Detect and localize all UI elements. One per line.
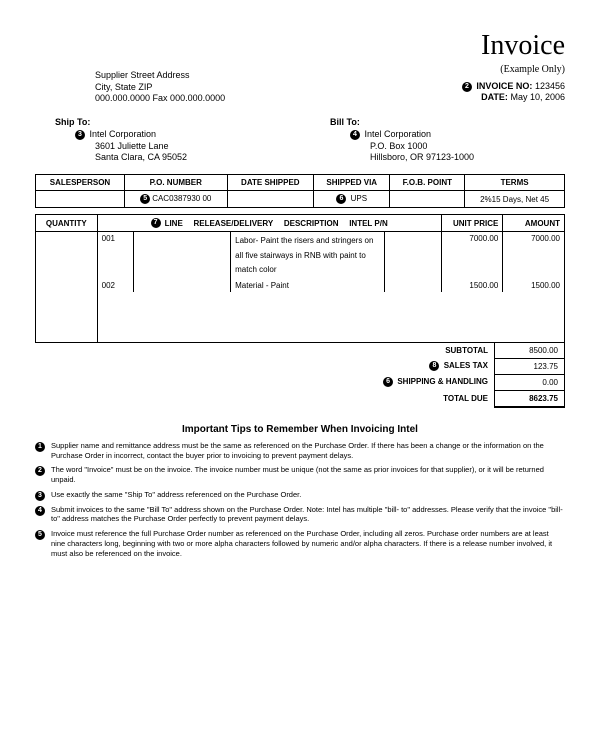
badge-2-icon: 2 (462, 82, 472, 92)
th-shippedvia: SHIPPED VIA (314, 175, 390, 191)
tip-item: 3Use exactly the same "Ship To" address … (51, 490, 565, 500)
invoice-meta: 2 INVOICE NO: 123456 DATE: May 10, 2006 (462, 81, 565, 102)
ship-label: 6 SHIPPING & HANDLING (315, 374, 495, 390)
addresses: Ship To: 3 Intel Corporation 3601 Juliet… (55, 117, 565, 164)
td-terms: 2%15 Days, Net 45 (465, 191, 565, 208)
badge-5b-icon: 5 (35, 530, 45, 540)
invoice-subtitle: (Example Only) (462, 64, 565, 75)
td-dateshipped (227, 191, 313, 208)
td-po: 5CAC0387930 00 (124, 191, 227, 208)
invoice-title: Invoice (462, 30, 565, 62)
td-salesperson (36, 191, 125, 208)
totals-table: SUBTOTAL8500.00 8 SALES TAX123.75 6 SHIP… (315, 343, 565, 408)
supplier-line3: 000.000.0000 Fax 000.000.0000 (95, 93, 225, 105)
tips-title: Important Tips to Remember When Invoicin… (35, 424, 565, 435)
item-row: 002 Material - Paint 1500.00 1500.00 (36, 279, 565, 292)
title-block: Invoice (Example Only) 2 INVOICE NO: 123… (462, 30, 565, 105)
supplier-line1: Supplier Street Address (95, 70, 225, 82)
date-label: DATE: (481, 92, 508, 102)
items-table: QUANTITY 7 LINE RELEASE/DELIVERY DESCRIP… (35, 214, 565, 343)
ship-val: 0.00 (495, 374, 565, 390)
td-shippedvia: 6 UPS (314, 191, 390, 208)
badge-6-icon: 6 (336, 194, 346, 204)
tax-label: 8 SALES TAX (315, 358, 495, 374)
supplier-address: Supplier Street Address City, State ZIP … (95, 70, 225, 105)
order-table: SALESPERSON P.O. NUMBER DATE SHIPPED SHI… (35, 174, 565, 208)
badge-3b-icon: 3 (35, 491, 45, 501)
subtotal-val: 8500.00 (495, 343, 565, 359)
bill-to: Bill To: 4 Intel Corporation P.O. Box 10… (330, 117, 565, 164)
ship-to-name: Intel Corporation (90, 129, 157, 139)
th-line-group: 7 LINE RELEASE/DELIVERY DESCRIPTION INTE… (97, 215, 441, 232)
tips-list: 1Supplier name and remittance address mu… (35, 441, 565, 559)
order-row: 5CAC0387930 00 6 UPS 2%15 Days, Net 45 (36, 191, 565, 208)
supplier-line2: City, State ZIP (95, 82, 225, 94)
th-salesperson: SALESPERSON (36, 175, 125, 191)
th-price: UNIT PRICE (441, 215, 503, 232)
tip-item: 5Invoice must reference the full Purchas… (51, 529, 565, 558)
tip-item: 2The word "Invoice" must be on the invoi… (51, 465, 565, 485)
due-val: 8623.75 (495, 390, 565, 407)
invoice-date: May 10, 2006 (510, 92, 565, 102)
th-amount: AMOUNT (503, 215, 565, 232)
ship-to: Ship To: 3 Intel Corporation 3601 Juliet… (55, 117, 290, 164)
header: Supplier Street Address City, State ZIP … (35, 30, 565, 105)
badge-2b-icon: 2 (35, 466, 45, 476)
th-fob: F.O.B. POINT (390, 175, 465, 191)
tip-item: 1Supplier name and remittance address mu… (51, 441, 565, 461)
tip-item: 4Submit invoices to the same "Bill To" a… (51, 505, 565, 525)
th-dateshipped: DATE SHIPPED (227, 175, 313, 191)
tax-val: 123.75 (495, 358, 565, 374)
badge-5-icon: 5 (140, 194, 150, 204)
due-label: TOTAL DUE (315, 390, 495, 407)
bill-to-line2: Hillsboro, OR 97123-1000 (370, 152, 565, 164)
badge-4b-icon: 4 (35, 506, 45, 516)
th-qty: QUANTITY (36, 215, 98, 232)
bill-to-name: Intel Corporation (365, 129, 432, 139)
item-row: 001 Labor- Paint the risers and stringer… (36, 232, 565, 280)
subtotal-label: SUBTOTAL (315, 343, 495, 359)
th-po: P.O. NUMBER (124, 175, 227, 191)
badge-1-icon: 1 (35, 442, 45, 452)
invoice-no-label: INVOICE NO: (476, 81, 532, 91)
badge-8-icon: 8 (429, 361, 439, 371)
bill-to-line1: P.O. Box 1000 (370, 141, 565, 153)
ship-to-label: Ship To: (55, 117, 290, 127)
badge-7-icon: 7 (151, 218, 161, 228)
td-fob (390, 191, 465, 208)
tips-section: Important Tips to Remember When Invoicin… (35, 424, 565, 559)
ship-to-line1: 3601 Juliette Lane (95, 141, 290, 153)
badge-4-icon: 4 (350, 130, 360, 140)
bill-to-label: Bill To: (330, 117, 565, 127)
ship-to-line2: Santa Clara, CA 95052 (95, 152, 290, 164)
badge-6b-icon: 6 (383, 377, 393, 387)
th-terms: TERMS (465, 175, 565, 191)
badge-3-icon: 3 (75, 130, 85, 140)
invoice-no: 123456 (535, 81, 565, 91)
